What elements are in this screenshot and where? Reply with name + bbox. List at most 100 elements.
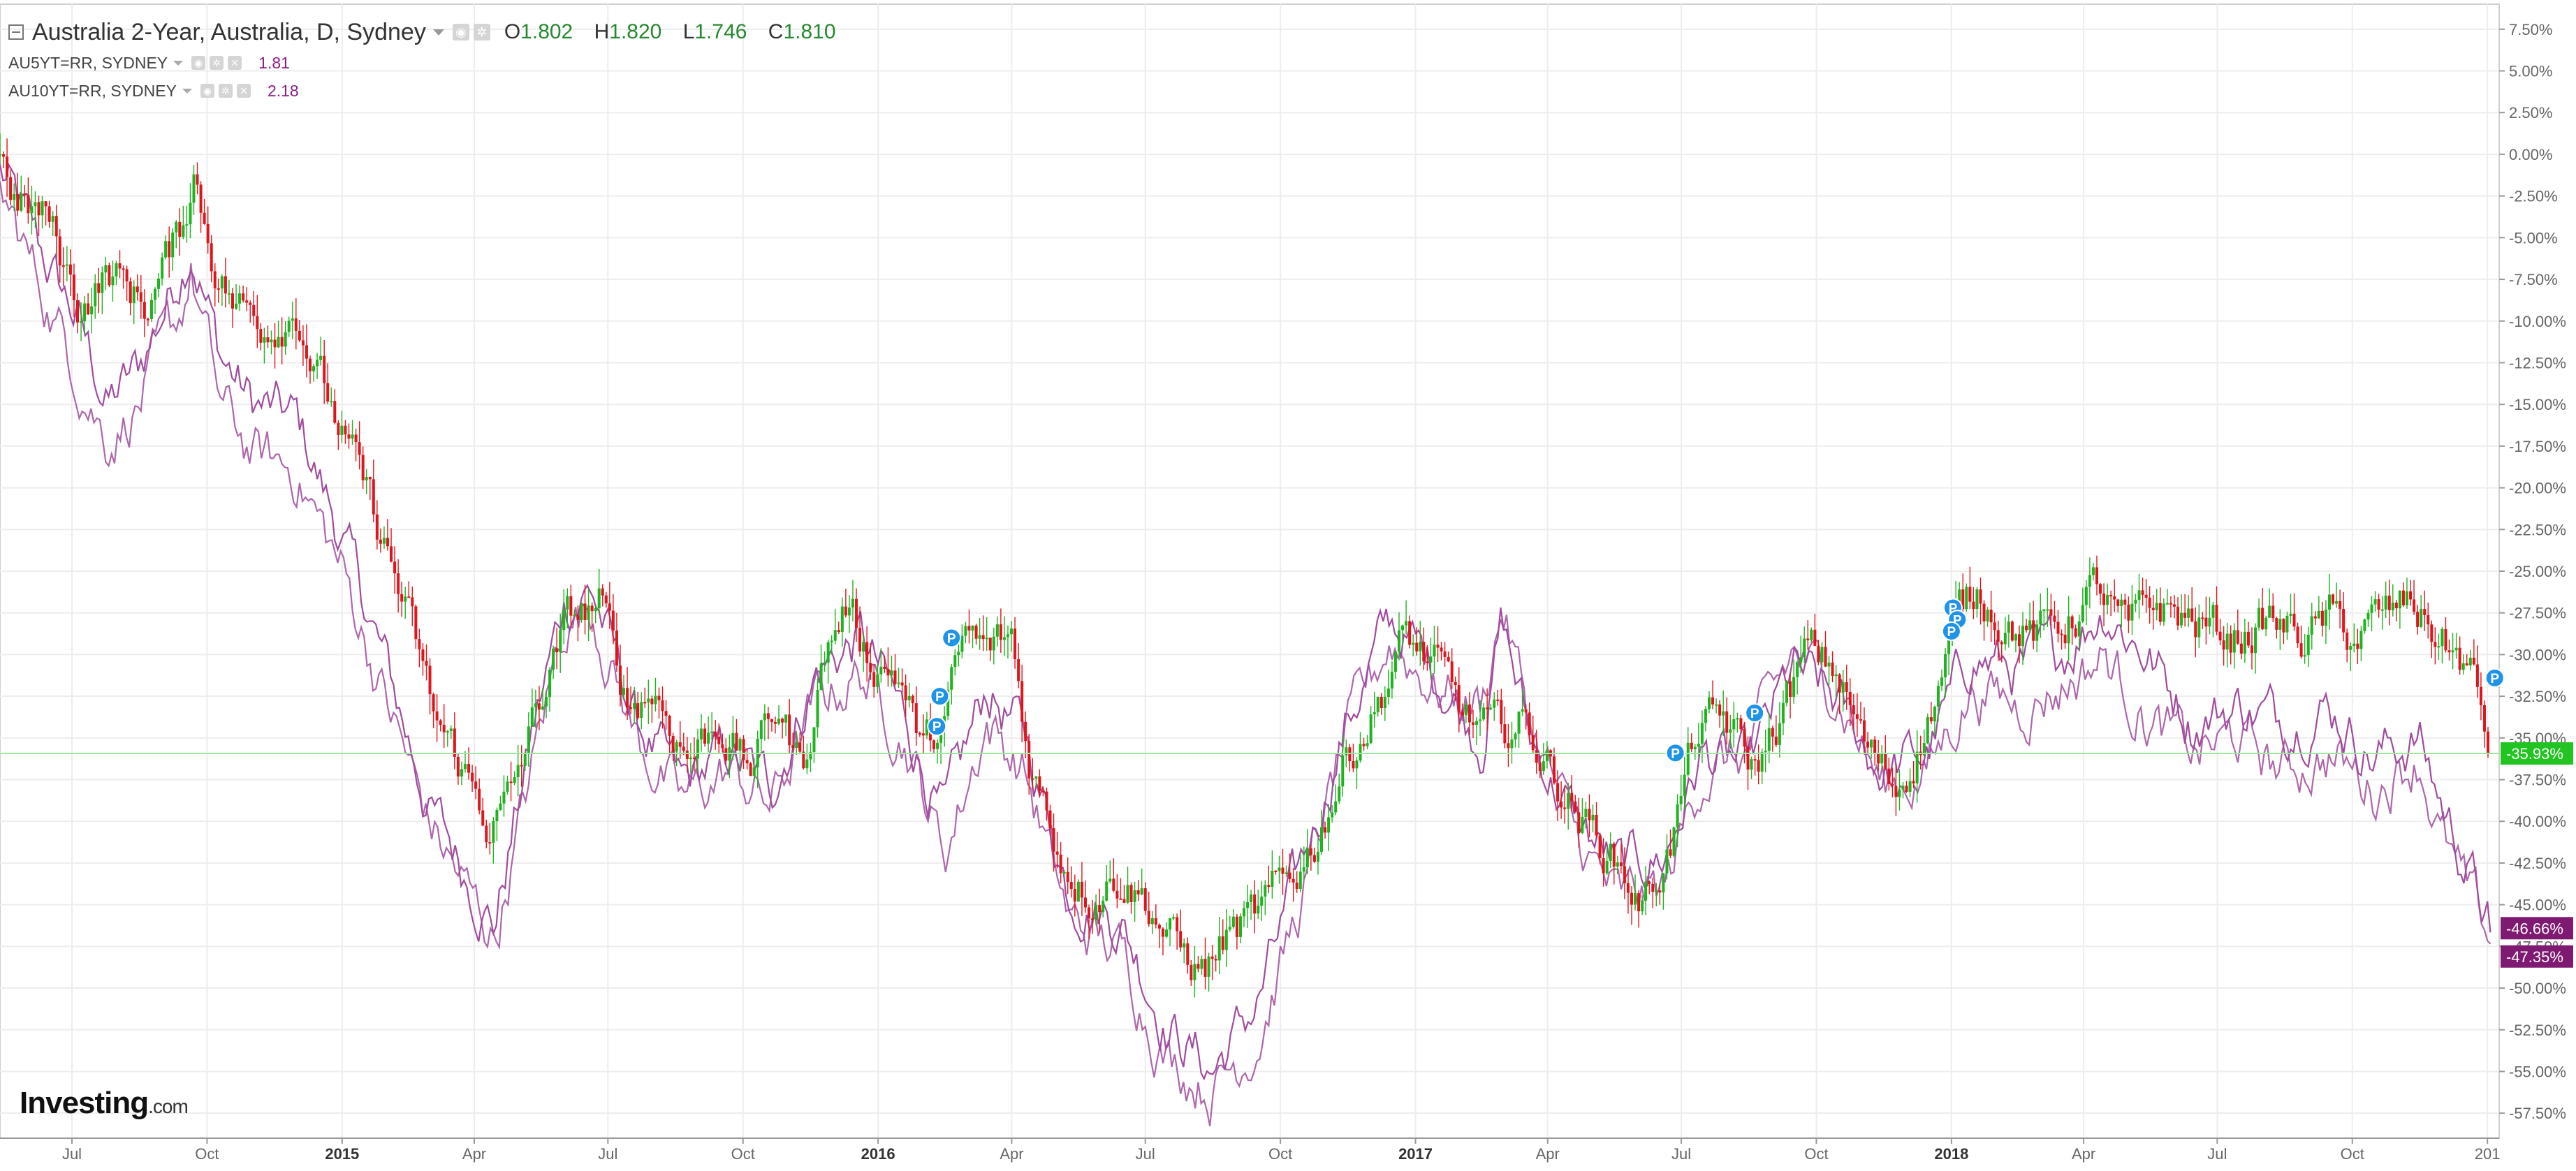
candle-body	[2299, 643, 2303, 657]
candle-body	[1154, 918, 1157, 925]
candle-body	[1006, 634, 1009, 638]
candle	[182, 205, 185, 240]
candle-body	[2356, 643, 2359, 649]
candle	[1316, 838, 1319, 875]
candle-body	[2074, 628, 2077, 637]
candle	[1729, 714, 1732, 749]
candle-body	[668, 716, 671, 736]
candle	[936, 739, 939, 764]
candle	[788, 699, 791, 754]
candle	[1034, 776, 1038, 788]
eye-icon[interactable]: ◉	[452, 24, 469, 40]
candle-body	[795, 742, 798, 748]
candle-body	[562, 609, 566, 631]
candle	[618, 645, 622, 707]
candle-body	[893, 670, 897, 684]
candle-body	[1553, 756, 1556, 783]
candle	[2268, 588, 2271, 619]
settings-icon[interactable]: ✲	[473, 24, 490, 40]
candle	[266, 325, 270, 348]
candle-body	[590, 605, 594, 612]
candle	[1426, 645, 1429, 671]
chevron-down-icon[interactable]	[173, 60, 184, 66]
candle-body	[2225, 633, 2229, 650]
candle	[1010, 621, 1013, 652]
p-marker-label: P	[1947, 625, 1956, 640]
candle-body	[2215, 605, 2218, 632]
candle	[710, 712, 714, 740]
candle	[1852, 693, 1855, 730]
candle-body	[833, 630, 837, 641]
candle-body	[1348, 747, 1352, 762]
candle	[1041, 786, 1045, 797]
candle	[2088, 557, 2091, 609]
candle	[1514, 732, 1517, 748]
candle	[1739, 714, 1743, 733]
candle-body	[1419, 642, 1422, 651]
candle	[2067, 596, 2070, 661]
candle-body	[964, 626, 967, 636]
candle	[1535, 729, 1538, 774]
candle	[456, 753, 460, 785]
candle	[61, 247, 65, 287]
candle-body	[13, 193, 16, 200]
candle	[330, 387, 333, 407]
candle	[812, 727, 816, 763]
candle	[1704, 706, 1707, 732]
candle-body	[1887, 768, 1891, 784]
candle	[1644, 866, 1648, 915]
candle	[819, 645, 823, 691]
candle	[2366, 609, 2370, 627]
candle	[2229, 625, 2232, 665]
candle-body	[9, 177, 13, 200]
candle	[1172, 913, 1176, 921]
candle	[149, 293, 153, 323]
candle	[911, 694, 914, 712]
candle-body	[618, 665, 622, 695]
candle-body	[738, 739, 742, 751]
settings-icon[interactable]: ✲	[210, 56, 224, 70]
candle-body	[654, 695, 657, 705]
candle-body	[904, 685, 907, 700]
candle	[893, 654, 897, 686]
candle	[717, 723, 721, 753]
eye-icon[interactable]: ◉	[200, 84, 214, 98]
candle	[2359, 626, 2363, 661]
candle-body	[1369, 714, 1373, 744]
candle-body	[1140, 888, 1143, 894]
settings-icon[interactable]: ✲	[218, 84, 233, 98]
candle-body	[2113, 596, 2116, 600]
candle	[361, 446, 365, 489]
candle	[47, 200, 51, 228]
candle-body	[2394, 603, 2398, 609]
candle	[914, 686, 918, 746]
candle	[2095, 555, 2098, 596]
candle-body	[83, 303, 87, 322]
candle-body	[210, 243, 213, 272]
eye-icon[interactable]: ◉	[191, 56, 206, 70]
candle	[2447, 639, 2451, 661]
x-tick-label: Apr	[1000, 1145, 1023, 1163]
candle-body	[1281, 867, 1285, 874]
close-icon[interactable]: ✕	[228, 56, 242, 70]
candle	[1493, 692, 1496, 721]
candle-body	[1750, 759, 1753, 770]
candle-body	[1190, 964, 1193, 980]
candle	[2169, 596, 2172, 618]
candle	[2458, 636, 2461, 675]
chevron-down-icon[interactable]	[182, 88, 192, 94]
close-icon[interactable]: ✕	[236, 84, 251, 98]
overlay-value: 2.18	[267, 81, 299, 100]
candle	[1877, 739, 1880, 772]
candle	[1602, 838, 1605, 887]
collapse-icon[interactable]	[8, 24, 24, 40]
candle-body	[37, 202, 41, 216]
candle-body	[2398, 590, 2401, 609]
candle-body	[921, 733, 925, 736]
candle-body	[1288, 872, 1291, 879]
chevron-down-icon[interactable]	[432, 29, 444, 36]
candle-body	[1165, 929, 1169, 937]
candle	[1291, 868, 1295, 902]
